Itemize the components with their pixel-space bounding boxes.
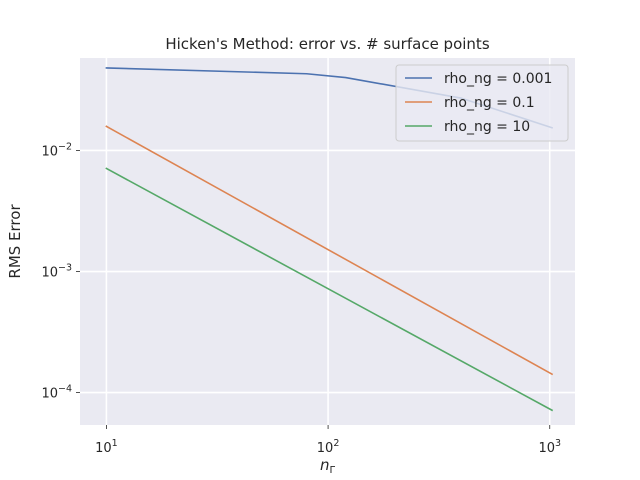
- x-axis-label: nΓ: [320, 456, 336, 476]
- legend-label: rho_ng = 10: [444, 119, 530, 135]
- x-tick-label: 102: [317, 438, 340, 456]
- y-tick-label: 10−4: [41, 384, 72, 402]
- x-tick-labels: 101 102 103: [95, 425, 561, 456]
- y-tick-labels: 10−4 10−3 10−2: [41, 141, 80, 402]
- x-axis-label-base: n: [320, 456, 330, 474]
- x-tick-label: 103: [538, 438, 561, 456]
- legend-label: rho_ng = 0.1: [444, 95, 535, 111]
- x-axis-label-subscript: Γ: [329, 465, 335, 476]
- legend-box: [395, 64, 569, 142]
- legend-label: rho_ng = 0.001: [444, 71, 552, 87]
- x-tick-label: 101: [95, 438, 118, 456]
- series-line-3: [105, 167, 554, 412]
- legend: rho_ng = 0.001 rho_ng = 0.1 rho_ng = 10: [395, 64, 569, 142]
- y-tick-label: 10−2: [41, 141, 72, 159]
- y-tick-label: 10−3: [41, 263, 72, 281]
- series-line-2: [105, 125, 554, 376]
- y-axis-label: RMS Error: [6, 204, 24, 279]
- chart-title: Hicken's Method: error vs. # surface poi…: [165, 35, 489, 53]
